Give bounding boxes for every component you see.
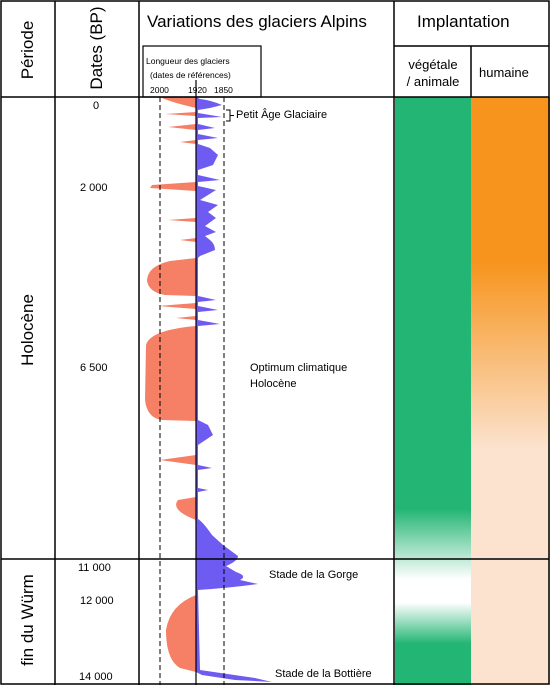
ref-date-2000: 2000 (150, 85, 169, 95)
annotation-optimum-line1: Optimum climatique (250, 362, 348, 374)
vegetale-line1: végétale (408, 57, 458, 72)
date-0: 0 (93, 100, 100, 112)
date-14000: 14 000 (79, 671, 113, 683)
annotation-optimum-line2: Holocène (250, 378, 297, 390)
date-11000: 11 000 (78, 562, 111, 574)
header-periode: Période (18, 20, 37, 80)
glacier-retreat-area (145, 97, 196, 672)
date-12000: 12 000 (80, 595, 114, 607)
glacier-subheader-box (142, 45, 262, 98)
ref-date-1920: 1920 (188, 85, 207, 95)
period-fin-du-wurm: fin du Würm (18, 574, 37, 666)
period-holocene: Holocène (18, 294, 37, 366)
vegetale-line2: / animale (406, 74, 460, 89)
annotation-gorge: Stade de la Gorge (269, 569, 359, 581)
glacier-subheader-line2: (dates de références) (150, 70, 231, 80)
header-dates: Dates (BP) (87, 6, 106, 90)
header-implantation: Implantation (417, 12, 510, 31)
annotation-bottiere: Stade de la Bottière (275, 668, 372, 680)
header-variations: Variations des glaciers Alpins (147, 12, 367, 31)
date-6500: 6 500 (80, 362, 108, 374)
petit-age-bracket (226, 109, 234, 122)
glacier-subheader-line1: Longueur des glaciers (146, 56, 230, 66)
date-2000: 2 000 (80, 182, 108, 194)
implantation-vegetale: végétale / animale (398, 56, 468, 90)
ref-date-1850: 1850 (214, 85, 233, 95)
implantation-humaine: humaine (479, 65, 529, 80)
human-band (471, 97, 550, 685)
glacier-advance-area (196, 97, 272, 682)
vegetal-band (395, 97, 471, 685)
annotation-petit-age: Petit Âge Glaciaire (236, 109, 328, 121)
